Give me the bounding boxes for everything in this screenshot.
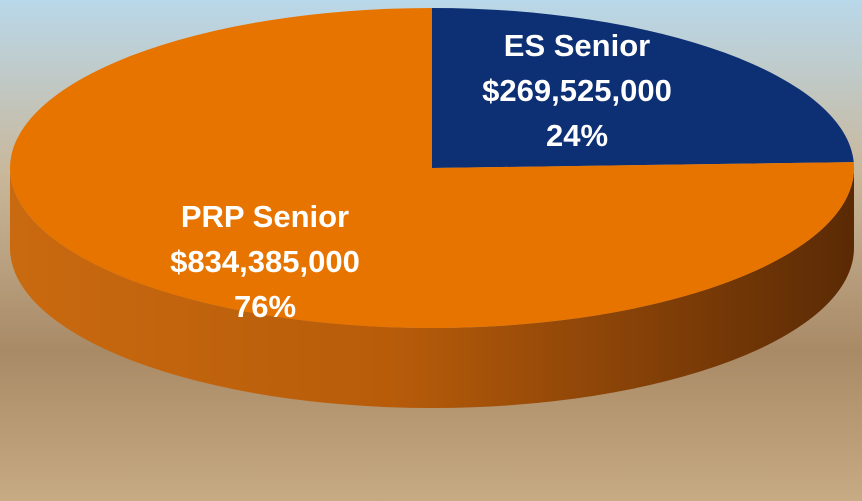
labels: ES Senior $269,525,000 24% PRP Senior $834,3… [170, 28, 672, 324]
slice-name: ES Senior [504, 28, 650, 63]
pie-slice [432, 8, 854, 168]
slice-value: $834,385,000 [170, 244, 360, 279]
slice-percent: 24% [546, 118, 608, 153]
pie-side [10, 168, 854, 408]
slice-value: $269,525,000 [482, 73, 672, 108]
pie-slice [9, 8, 854, 328]
slice-percent: 76% [234, 289, 296, 324]
pie [9, 8, 854, 408]
slice-name: PRP Senior [181, 199, 349, 234]
